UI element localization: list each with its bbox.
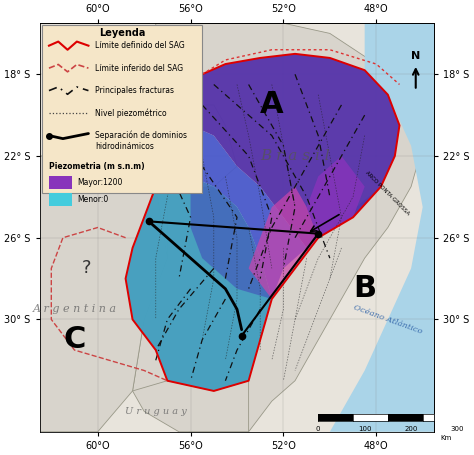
Text: Piezometria (m s.n.m): Piezometria (m s.n.m) — [49, 162, 145, 171]
Text: Leyenda: Leyenda — [99, 28, 146, 38]
Polygon shape — [167, 115, 381, 299]
Text: U r u g u a y: U r u g u a y — [125, 407, 187, 416]
Text: 100: 100 — [358, 426, 372, 432]
Text: B: B — [353, 274, 376, 303]
Polygon shape — [330, 23, 434, 432]
FancyBboxPatch shape — [42, 25, 202, 193]
Text: ?: ? — [82, 259, 91, 278]
Text: 300: 300 — [451, 426, 464, 432]
Text: 0: 0 — [316, 426, 320, 432]
Text: P a r a g u a y: P a r a g u a y — [75, 182, 144, 191]
Bar — [49, 193, 72, 207]
Text: Principales fracturas: Principales fracturas — [95, 86, 174, 95]
Text: Nivel piezométrico: Nivel piezométrico — [95, 108, 167, 118]
Text: Separación de dominios: Separación de dominios — [95, 131, 187, 140]
Text: 200: 200 — [404, 426, 418, 432]
Polygon shape — [40, 156, 167, 432]
Text: Menor:0: Menor:0 — [77, 195, 108, 204]
Text: C: C — [64, 325, 86, 354]
Text: Límite definido del SAG: Límite definido del SAG — [95, 41, 185, 50]
Polygon shape — [307, 156, 365, 238]
Text: ARCO PONTA GROSSA: ARCO PONTA GROSSA — [365, 170, 410, 216]
Text: B r a s i l: B r a s i l — [260, 149, 330, 163]
Polygon shape — [248, 187, 318, 299]
Polygon shape — [156, 105, 237, 187]
Text: Océano Atlántico: Océano Atlántico — [352, 303, 423, 336]
Polygon shape — [179, 54, 400, 248]
Polygon shape — [191, 177, 272, 299]
Polygon shape — [126, 156, 272, 391]
Text: Km: Km — [440, 435, 452, 441]
Polygon shape — [133, 381, 248, 432]
Text: A r g e n t i n a: A r g e n t i n a — [33, 304, 117, 314]
Text: N: N — [411, 51, 420, 61]
Polygon shape — [126, 156, 272, 391]
Polygon shape — [133, 23, 423, 432]
Bar — [49, 176, 72, 189]
Text: A: A — [260, 91, 283, 119]
Text: Límite inferido del SAG: Límite inferido del SAG — [95, 64, 183, 73]
Text: hidrodinámicos: hidrodinámicos — [95, 142, 154, 152]
Text: Mayor:1200: Mayor:1200 — [77, 178, 122, 187]
